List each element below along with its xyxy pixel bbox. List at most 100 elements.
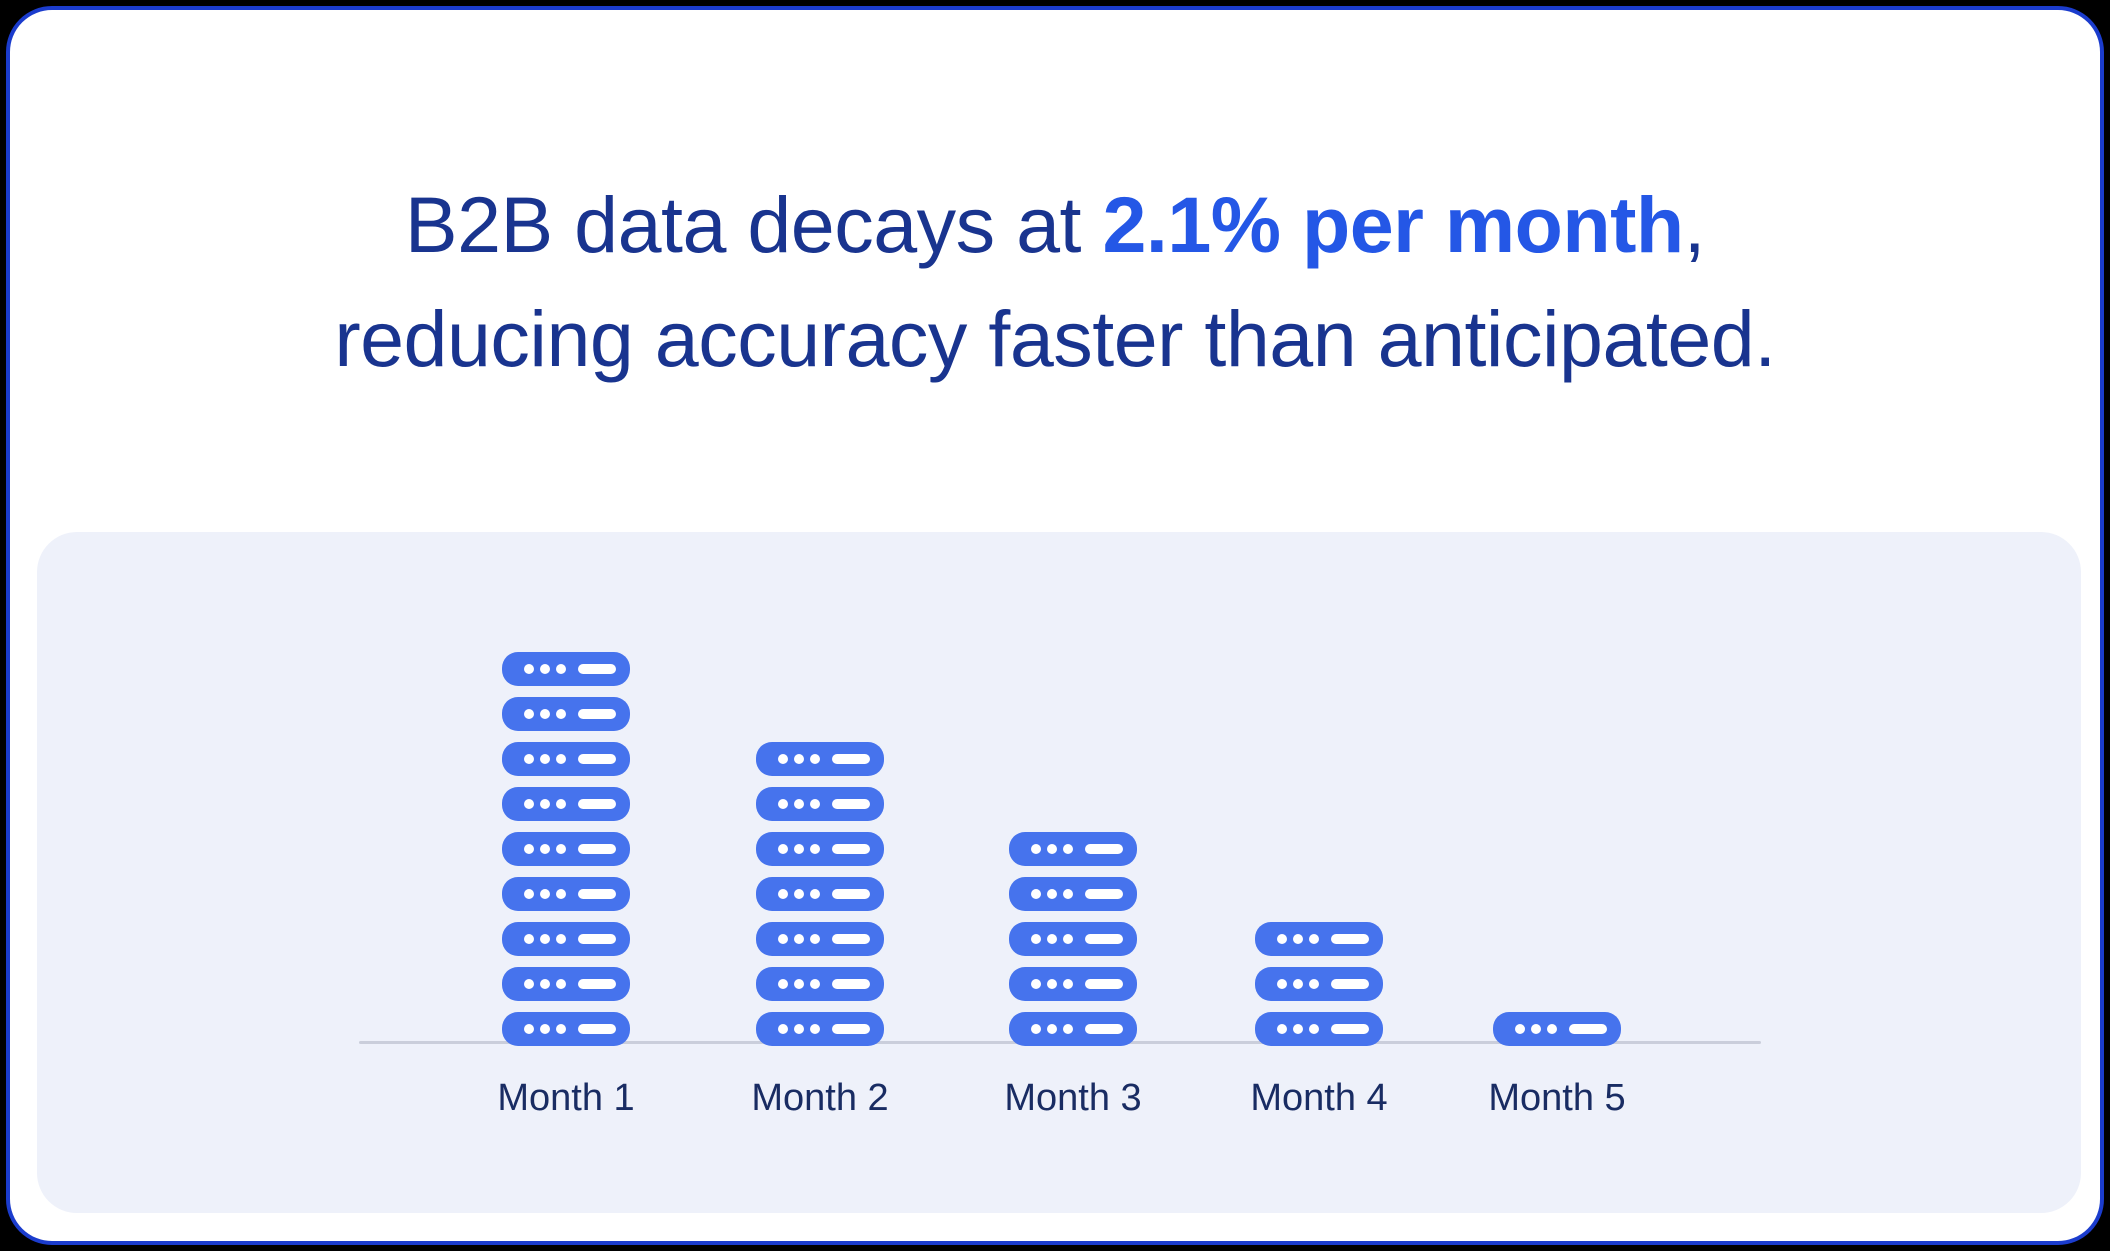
server-led-dot	[524, 1024, 534, 1034]
server-rack-icon	[502, 877, 630, 911]
headline: B2B data decays at 2.1% per month, reduc…	[10, 168, 2100, 396]
server-led-dot	[1031, 844, 1041, 854]
server-led-dot	[556, 799, 566, 809]
server-led-dot	[1063, 1024, 1073, 1034]
server-rack-icon	[502, 652, 630, 686]
server-led-dot	[1309, 1024, 1319, 1034]
server-led-dot	[1293, 979, 1303, 989]
server-drive-slot	[832, 1024, 870, 1034]
server-rack-icon	[1255, 1012, 1383, 1046]
server-led-dot	[1047, 1024, 1057, 1034]
server-led-dot	[778, 889, 788, 899]
server-led-dot	[778, 979, 788, 989]
server-led-dot	[540, 754, 550, 764]
server-rack-icon	[1009, 967, 1137, 1001]
server-led-dot	[1277, 979, 1287, 989]
headline-text-suffix: ,	[1683, 180, 1706, 269]
server-led-dot	[1031, 934, 1041, 944]
server-drive-slot	[832, 934, 870, 944]
server-led-dot	[1293, 1024, 1303, 1034]
server-drive-slot	[578, 799, 616, 809]
server-led-dot	[1047, 889, 1057, 899]
server-led-dot	[778, 934, 788, 944]
server-rack-icon	[502, 742, 630, 776]
server-led-dot	[794, 889, 804, 899]
server-led-dot	[794, 1024, 804, 1034]
server-rack-icon	[756, 922, 884, 956]
server-led-dot	[524, 844, 534, 854]
server-led-dot	[778, 844, 788, 854]
server-led-dot	[794, 934, 804, 944]
x-axis-label: Month 3	[1004, 1077, 1142, 1119]
server-led-dot	[1063, 979, 1073, 989]
server-led-dot	[778, 754, 788, 764]
server-led-dot	[524, 889, 534, 899]
server-rack-icon	[756, 1012, 884, 1046]
server-led-dot	[1047, 934, 1057, 944]
server-rack-icon	[756, 787, 884, 821]
server-led-dot	[556, 754, 566, 764]
server-led-dot	[810, 799, 820, 809]
chart-column	[1493, 1012, 1621, 1046]
server-rack-icon	[502, 922, 630, 956]
server-led-dot	[810, 1024, 820, 1034]
server-drive-slot	[578, 979, 616, 989]
server-led-dot	[1031, 889, 1041, 899]
server-led-dot	[556, 979, 566, 989]
server-rack-icon	[502, 787, 630, 821]
server-led-dot	[1547, 1024, 1557, 1034]
server-led-dot	[810, 844, 820, 854]
server-led-dot	[794, 799, 804, 809]
server-drive-slot	[578, 754, 616, 764]
server-drive-slot	[1569, 1024, 1607, 1034]
server-led-dot	[540, 844, 550, 854]
server-led-dot	[540, 664, 550, 674]
server-drive-slot	[832, 844, 870, 854]
server-drive-slot	[1331, 1024, 1369, 1034]
server-led-dot	[794, 754, 804, 764]
server-drive-slot	[578, 1024, 616, 1034]
server-led-dot	[524, 934, 534, 944]
server-led-dot	[524, 799, 534, 809]
server-rack-icon	[1009, 877, 1137, 911]
server-led-dot	[1047, 979, 1057, 989]
server-led-dot	[556, 709, 566, 719]
server-led-dot	[556, 664, 566, 674]
server-led-dot	[1309, 934, 1319, 944]
headline-text-prefix: B2B data decays at	[404, 180, 1103, 269]
server-led-dot	[794, 979, 804, 989]
chart-column	[1255, 922, 1383, 1046]
server-rack-icon	[756, 877, 884, 911]
server-drive-slot	[578, 934, 616, 944]
server-led-dot	[778, 799, 788, 809]
server-drive-slot	[578, 709, 616, 719]
server-led-dot	[524, 979, 534, 989]
server-drive-slot	[1331, 979, 1369, 989]
server-led-dot	[540, 1024, 550, 1034]
server-led-dot	[810, 889, 820, 899]
server-rack-icon	[756, 742, 884, 776]
server-led-dot	[1031, 979, 1041, 989]
server-rack-icon	[1009, 832, 1137, 866]
server-led-dot	[778, 1024, 788, 1034]
infographic-card: B2B data decays at 2.1% per month, reduc…	[6, 6, 2104, 1245]
server-rack-icon	[1493, 1012, 1621, 1046]
server-led-dot	[1277, 1024, 1287, 1034]
headline-highlight: 2.1% per month	[1102, 180, 1684, 269]
chart-column	[756, 742, 884, 1046]
x-axis-label: Month 4	[1250, 1077, 1388, 1119]
server-led-dot	[1277, 934, 1287, 944]
server-rack-icon	[756, 967, 884, 1001]
chart-column	[1009, 832, 1137, 1046]
server-drive-slot	[1331, 934, 1369, 944]
server-drive-slot	[578, 889, 616, 899]
server-led-dot	[540, 799, 550, 809]
headline-line-2: reducing accuracy faster than anticipate…	[334, 294, 1776, 383]
server-led-dot	[810, 979, 820, 989]
server-led-dot	[540, 889, 550, 899]
server-drive-slot	[578, 664, 616, 674]
server-led-dot	[524, 709, 534, 719]
server-rack-icon	[1009, 922, 1137, 956]
server-rack-icon	[1009, 1012, 1137, 1046]
server-led-dot	[524, 664, 534, 674]
